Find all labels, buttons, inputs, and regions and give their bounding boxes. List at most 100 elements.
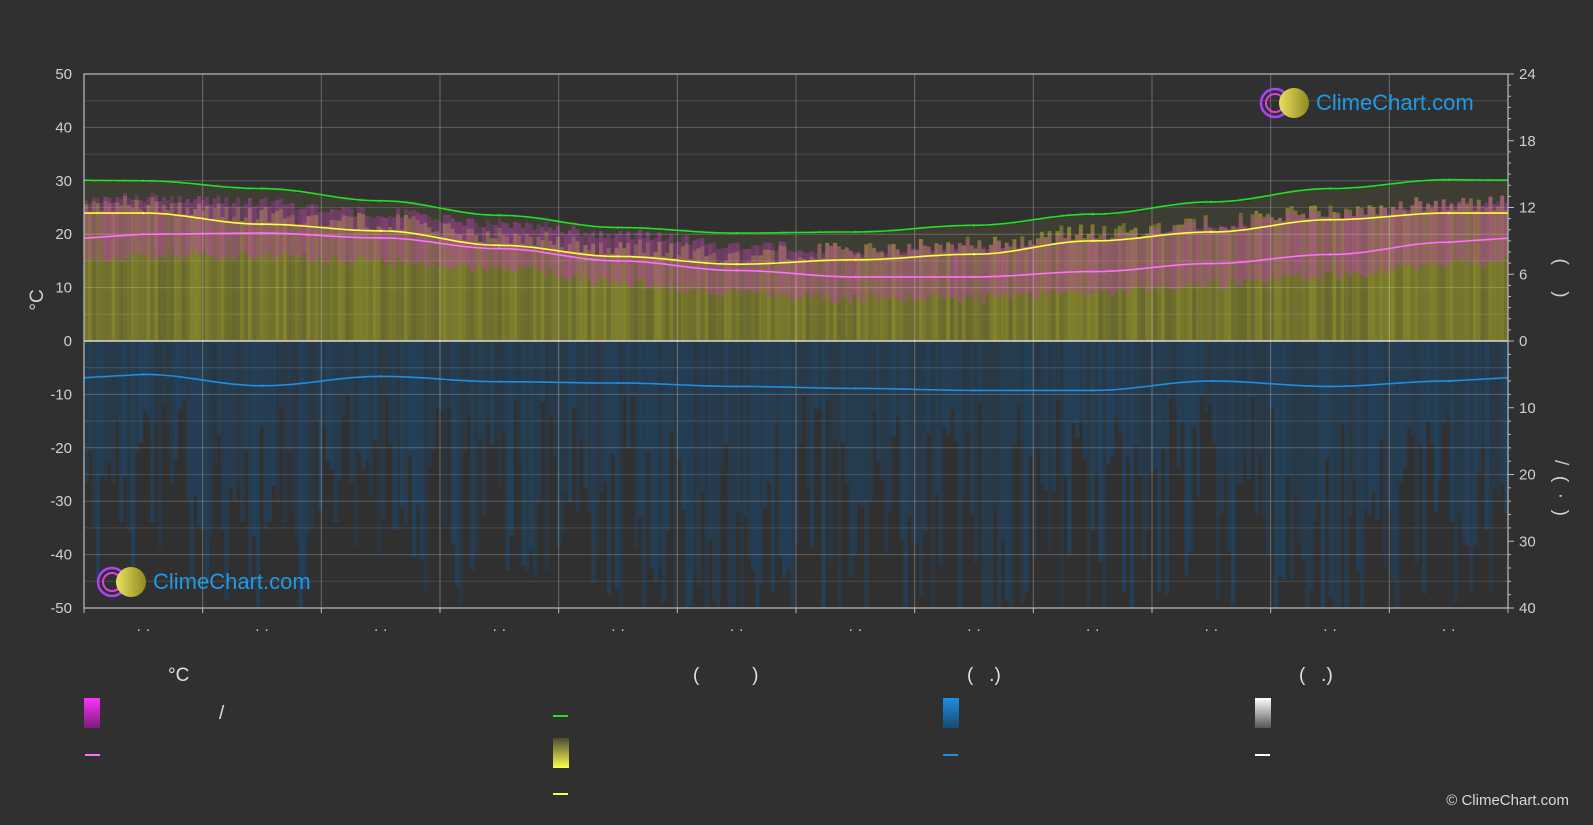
precipitation-bar	[302, 341, 307, 590]
sunshine-fill-bar	[275, 210, 280, 341]
precipitation-bar	[532, 341, 538, 578]
precipitation-bar	[540, 341, 545, 402]
temperature-band-bar	[852, 252, 858, 295]
precipitation-bar	[926, 341, 932, 434]
sunshine-fill-bar	[1328, 205, 1334, 341]
temperature-band-bar	[247, 197, 253, 257]
sunshine-fill-bar	[197, 203, 202, 341]
series-point	[142, 233, 145, 236]
temperature-band-bar	[201, 200, 206, 251]
sunshine-fill-bar	[107, 203, 112, 341]
precipitation-bar	[466, 341, 471, 416]
precipitation-bar	[388, 341, 393, 444]
temperature-band-bar	[989, 244, 994, 294]
series-point	[1210, 230, 1213, 234]
right-tick-label: 24	[1519, 66, 1536, 83]
sunshine-fill-bar	[1457, 203, 1462, 341]
temperature-band-bar	[107, 197, 112, 262]
temperature-band-bar	[595, 238, 600, 285]
sunshine-fill-bar	[1488, 197, 1493, 341]
sunshine-fill-bar	[770, 250, 776, 341]
precipitation-bar	[739, 341, 744, 608]
logo-top: ClimeChart.com	[1258, 86, 1474, 120]
precipitation-bar	[836, 341, 842, 608]
legend-col3-head: ( .)	[967, 665, 1001, 686]
sunshine-fill-bar	[1406, 213, 1412, 341]
temperature-band-bar	[111, 202, 116, 261]
temperature-band-bar	[1231, 225, 1236, 280]
right-axis-bottom-title: / ( · )	[1550, 460, 1571, 516]
temperature-band-bar	[1387, 213, 1392, 270]
temperature-band-bar	[731, 243, 737, 288]
series-point	[735, 269, 738, 272]
precipitation-bar	[1234, 341, 1240, 485]
precipitation-bar	[1242, 341, 1248, 459]
temperature-band-bar	[1379, 207, 1384, 267]
precipitation-bar	[345, 341, 350, 395]
temperature-band-bar	[1429, 205, 1435, 261]
temperature-band-bar	[115, 196, 120, 255]
sunshine-fill-bar	[1351, 216, 1357, 341]
sunshine-fill-bar	[481, 242, 487, 341]
temperature-band-bar	[1172, 226, 1177, 290]
sunshine-fill-bar	[84, 204, 89, 341]
series-point	[735, 385, 738, 388]
temperature-band-bar	[1129, 233, 1135, 288]
precipitation-bar	[454, 341, 460, 587]
sunshine-fill-bar	[427, 227, 432, 341]
temperature-band-bar	[883, 253, 889, 297]
sunshine-fill-bar	[813, 259, 819, 341]
precipitation-bar	[216, 341, 222, 436]
temperature-band-bar	[1320, 216, 1326, 280]
precipitation-bar	[856, 341, 861, 504]
series-point	[972, 389, 976, 392]
precipitation-bar	[914, 341, 920, 545]
temperature-band-bar	[934, 244, 939, 295]
temperature-band-bar	[1258, 216, 1263, 279]
legend-col1-item1: /	[219, 703, 225, 724]
sunshine-fill-bar	[1043, 237, 1049, 341]
sunshine-fill-bar	[1086, 234, 1092, 341]
sunshine-fill-bar	[957, 243, 963, 341]
precipitation-bar	[1004, 341, 1010, 601]
temperature-band-bar	[637, 229, 643, 281]
sunshine-fill-bar	[450, 228, 456, 341]
precipitation-bar	[1484, 341, 1490, 531]
series-point	[1447, 379, 1450, 383]
sunshine-fill-bar	[954, 252, 959, 341]
temperature-band-bar	[314, 204, 319, 263]
sunshine-fill-bar	[177, 202, 183, 341]
precipitation-bar	[579, 341, 584, 439]
precipitation-bar	[528, 341, 534, 551]
temperature-band-bar	[1082, 240, 1088, 296]
temperature-band-bar	[193, 199, 198, 252]
sunshine-fill-bar	[645, 242, 651, 341]
temperature-band-bar	[1461, 197, 1466, 262]
precipitation-bar	[708, 341, 713, 540]
sunshine-fill-bar	[493, 238, 499, 341]
temperature-band-bar	[1316, 213, 1322, 280]
precipitation-bar	[1082, 341, 1088, 460]
right-tick-label: 10	[1519, 400, 1536, 417]
sunshine-fill-bar	[279, 208, 284, 341]
precipitation-bar	[1035, 341, 1041, 449]
temperature-band-bar	[212, 198, 218, 259]
series-point	[1328, 253, 1332, 256]
temperature-band-bar	[782, 242, 787, 295]
logo-bottom: ClimeChart.com	[95, 565, 311, 599]
temperature-band-bar	[1406, 209, 1412, 266]
sunshine-fill-bar	[1484, 207, 1490, 341]
precipitation-bar	[766, 341, 772, 482]
temperature-band-bar	[240, 205, 245, 252]
sunshine-fill-bar	[333, 220, 339, 341]
precipitation-bar	[290, 341, 296, 511]
sunshine-fill-bar	[571, 236, 577, 341]
sunshine-fill-bar	[891, 244, 897, 341]
temperature-band-bar	[1500, 194, 1505, 261]
sunshine-fill-bar	[899, 255, 904, 341]
temperature-band-bar	[1293, 213, 1298, 276]
sunshine-fill-bar	[396, 214, 401, 341]
sunshine-fill-bar	[123, 196, 128, 341]
series-point	[735, 231, 738, 235]
copyright: © ClimeChart.com	[1446, 792, 1569, 809]
